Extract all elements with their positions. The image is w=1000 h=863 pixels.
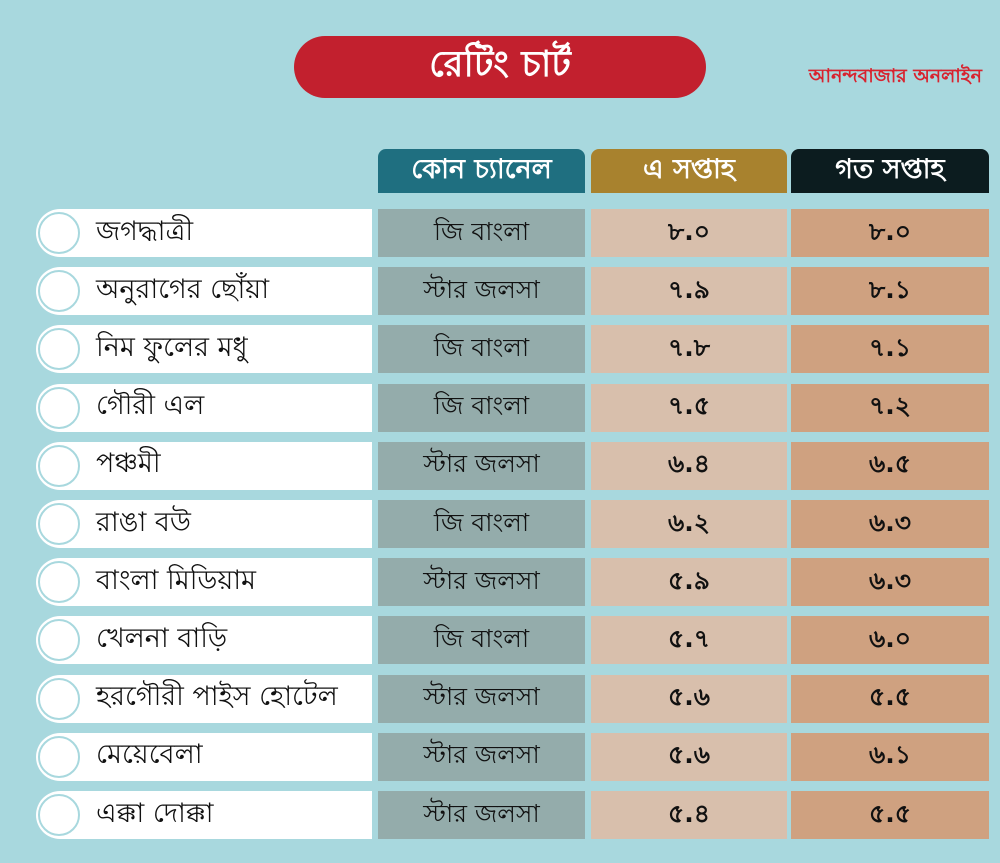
row-bullet-circle: [38, 270, 80, 313]
row-bullet-circle: [38, 212, 80, 254]
table-row: খেলনা বাড়ি জি বাংলা ৫.৭ ৬.০: [0, 616, 1000, 665]
row-bullet-circle: [38, 328, 80, 371]
row-bullet-circle: [38, 619, 80, 662]
last-week-rating: ৬.১: [791, 732, 989, 781]
last-week-rating: ৬.০: [791, 616, 989, 665]
table-row: নিম ফুলের মধু জি বাংলা ৭.৮ ৭.১: [0, 325, 1000, 374]
row-bullet-circle: [38, 503, 80, 545]
last-week-rating: ৬.৫: [791, 441, 989, 490]
table-row: হরগৌরী পাইস হোটেল স্টার জলসা ৫.৬ ৫.৫: [0, 674, 1000, 723]
serial-name: অনুরাগের ছোঁয়া: [96, 273, 270, 305]
last-week-rating: ৭.১: [791, 325, 989, 374]
serial-name-cell: গৌরী এল: [36, 383, 372, 432]
serial-name-cell: রাঙা বউ: [36, 500, 372, 548]
serial-name-cell: পঞ্চমী: [36, 441, 372, 490]
this-week-rating: ৭.৫: [591, 383, 787, 432]
column-header-last-week: গত সপ্তাহ: [791, 149, 989, 193]
serial-name: এক্কা দোক্কা: [96, 797, 214, 829]
serial-name: গৌরী এল: [96, 390, 205, 422]
last-week-rating: ৫.৫: [791, 791, 989, 839]
row-bullet-circle: [38, 794, 80, 836]
this-week-rating: ৫.৯: [591, 558, 787, 607]
last-week-rating: ৬.৩: [791, 558, 989, 607]
table-row: রাঙা বউ জি বাংলা ৬.২ ৬.৩: [0, 500, 1000, 548]
channel-cell: জি বাংলা: [378, 500, 585, 548]
channel-cell: স্টার জলসা: [378, 791, 585, 839]
this-week-rating: ৭.৮: [591, 325, 787, 374]
brand-logo-text: আনন্দবাজার অনলাইন: [808, 65, 982, 87]
serial-name: পঞ্চমী: [96, 448, 161, 480]
this-week-rating: ৫.৪: [591, 791, 787, 839]
row-bullet-circle: [38, 677, 80, 720]
serial-name: রাঙা বউ: [96, 506, 191, 538]
serial-name-cell: এক্কা দোক্কা: [36, 791, 372, 839]
channel-cell: স্টার জলসা: [378, 558, 585, 607]
this-week-rating: ৮.০: [591, 209, 787, 257]
table-row: এক্কা দোক্কা স্টার জলসা ৫.৪ ৫.৫: [0, 791, 1000, 839]
table-row: জগদ্ধাত্রী জি বাংলা ৮.০ ৮.০: [0, 209, 1000, 257]
serial-name: খেলনা বাড়ি: [96, 622, 228, 654]
table-row: বাংলা মিডিয়াম স্টার জলসা ৫.৯ ৬.৩: [0, 558, 1000, 607]
serial-name: মেয়েবেলা: [96, 739, 203, 771]
this-week-rating: ৬.২: [591, 500, 787, 548]
last-week-rating: ৭.২: [791, 383, 989, 432]
this-week-rating: ৫.৬: [591, 674, 787, 723]
channel-cell: জি বাংলা: [378, 383, 585, 432]
table-row: অনুরাগের ছোঁয়া স্টার জলসা ৭.৯ ৮.১: [0, 267, 1000, 316]
column-header-this-week: এ সপ্তাহ: [591, 149, 787, 193]
last-week-rating: ৬.৩: [791, 500, 989, 548]
last-week-rating: ৫.৫: [791, 674, 989, 723]
this-week-rating: ৫.৬: [591, 732, 787, 781]
table-row: গৌরী এল জি বাংলা ৭.৫ ৭.২: [0, 383, 1000, 432]
channel-cell: জি বাংলা: [378, 325, 585, 374]
column-header-channel: কোন চ্যানেল: [378, 149, 585, 193]
row-bullet-circle: [38, 735, 80, 778]
serial-name-cell: মেয়েবেলা: [36, 732, 372, 781]
this-week-rating: ৬.৪: [591, 441, 787, 490]
serial-name: জগদ্ধাত্রী: [96, 215, 194, 247]
serial-name-cell: জগদ্ধাত্রী: [36, 209, 372, 257]
table-row: পঞ্চমী স্টার জলসা ৬.৪ ৬.৫: [0, 441, 1000, 490]
this-week-rating: ৫.৭: [591, 616, 787, 665]
channel-cell: জি বাংলা: [378, 616, 585, 665]
row-bullet-circle: [38, 561, 80, 604]
row-bullet-circle: [38, 444, 80, 487]
serial-name-cell: খেলনা বাড়ি: [36, 616, 372, 665]
serial-name-cell: বাংলা মিডিয়াম: [36, 558, 372, 607]
serial-name: হরগৌরী পাইস হোটেল: [96, 681, 338, 713]
last-week-rating: ৮.১: [791, 267, 989, 316]
channel-cell: জি বাংলা: [378, 209, 585, 257]
row-bullet-circle: [38, 386, 80, 429]
table-row: মেয়েবেলা স্টার জলসা ৫.৬ ৬.১: [0, 732, 1000, 781]
serial-name-cell: হরগৌরী পাইস হোটেল: [36, 674, 372, 723]
serial-name-cell: অনুরাগের ছোঁয়া: [36, 267, 372, 316]
serial-name: নিম ফুলের মধু: [96, 331, 248, 363]
channel-cell: স্টার জলসা: [378, 732, 585, 781]
serial-name: বাংলা মিডিয়াম: [96, 564, 257, 596]
this-week-rating: ৭.৯: [591, 267, 787, 316]
channel-cell: স্টার জলসা: [378, 674, 585, 723]
channel-cell: স্টার জলসা: [378, 267, 585, 316]
channel-cell: স্টার জলসা: [378, 441, 585, 490]
serial-name-cell: নিম ফুলের মধু: [36, 325, 372, 374]
chart-title: রেটিং চার্ট: [294, 36, 706, 98]
last-week-rating: ৮.০: [791, 209, 989, 257]
